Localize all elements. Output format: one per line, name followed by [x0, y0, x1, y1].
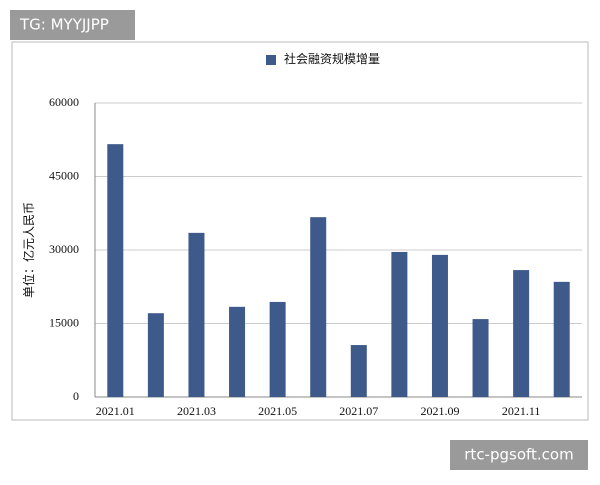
legend-label: 社会融资规模增量: [284, 51, 380, 66]
bar: [472, 319, 489, 397]
y-tick-label: 15000: [49, 315, 79, 329]
chart-frame: [11, 41, 589, 421]
bar: [147, 313, 164, 397]
y-tick-label: 45000: [49, 168, 79, 182]
x-tick-label: 2021.11: [502, 404, 541, 418]
bar: [269, 301, 286, 397]
y-tick-label: 0: [73, 389, 79, 403]
legend-swatch: [266, 55, 276, 65]
x-tick-label: 2021.07: [339, 404, 378, 418]
y-tick-label: 30000: [49, 242, 79, 256]
watermark-box: [10, 10, 135, 40]
bar: [310, 217, 327, 397]
x-tick-label: 2021.01: [96, 404, 135, 418]
bar: [553, 281, 570, 397]
watermark-box: [450, 440, 588, 470]
x-tick-label: 2021.09: [420, 404, 459, 418]
x-tick-label: 2021.03: [177, 404, 216, 418]
bar: [513, 270, 530, 397]
bar: [391, 251, 408, 397]
watermark: rtc-pgsoft.com: [464, 446, 573, 464]
bar: [107, 144, 124, 397]
bar: [431, 254, 448, 397]
x-tick-label: 2021.05: [258, 404, 297, 418]
y-tick-label: 60000: [49, 95, 79, 109]
bar: [188, 232, 205, 397]
bar: [350, 345, 367, 397]
bar: [229, 306, 246, 397]
watermark: TG: MYYJJPP: [19, 16, 109, 34]
y-axis-label: 单位：亿元人民币: [21, 202, 36, 298]
